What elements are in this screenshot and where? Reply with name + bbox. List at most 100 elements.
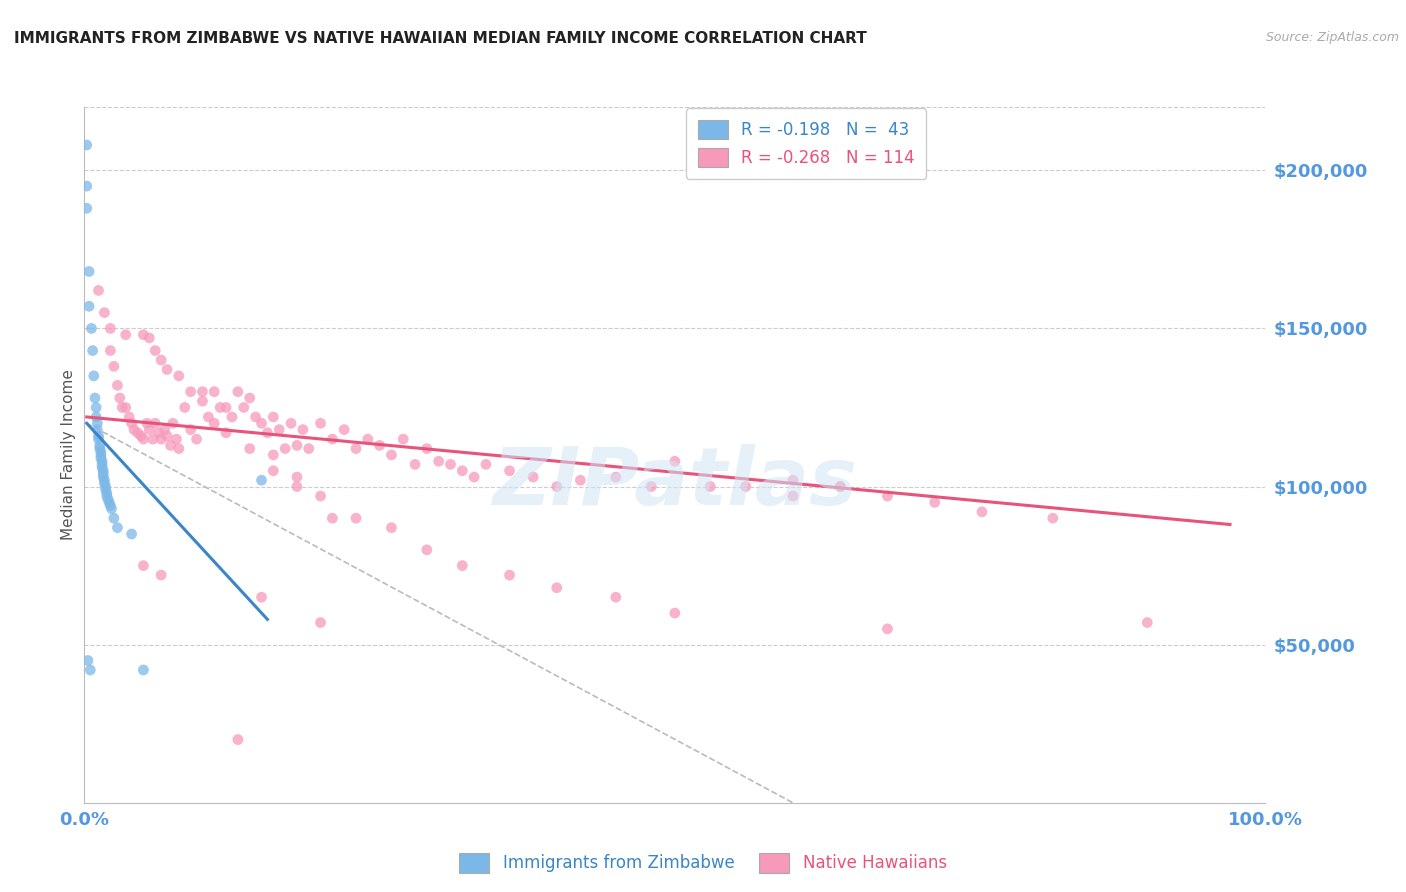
Point xyxy=(93,305,115,319)
Point xyxy=(782,489,804,503)
Point xyxy=(498,464,520,478)
Point xyxy=(285,479,308,493)
Point xyxy=(451,558,474,573)
Point xyxy=(159,438,181,452)
Point xyxy=(256,425,278,440)
Point xyxy=(150,432,173,446)
Point xyxy=(80,321,103,335)
Point xyxy=(250,417,273,431)
Point xyxy=(522,470,544,484)
Point xyxy=(83,368,105,383)
Point xyxy=(215,425,238,440)
Point xyxy=(569,473,592,487)
Point xyxy=(392,432,415,446)
Point xyxy=(285,470,308,484)
Point xyxy=(475,458,498,472)
Point xyxy=(605,591,627,605)
Point xyxy=(186,432,208,446)
Text: Source: ZipAtlas.com: Source: ZipAtlas.com xyxy=(1265,31,1399,45)
Text: ZIPatlas: ZIPatlas xyxy=(492,443,858,522)
Point xyxy=(782,473,804,487)
Point xyxy=(129,429,152,443)
Point xyxy=(605,470,627,484)
Point xyxy=(127,425,149,440)
Point xyxy=(87,284,110,298)
Point xyxy=(245,409,267,424)
Point xyxy=(664,454,686,468)
Point xyxy=(132,432,155,446)
Point xyxy=(84,401,107,415)
Point xyxy=(90,448,112,462)
Point xyxy=(202,417,225,431)
Point xyxy=(699,479,721,493)
Point xyxy=(333,423,356,437)
Point xyxy=(150,568,173,582)
Text: IMMIGRANTS FROM ZIMBABWE VS NATIVE HAWAIIAN MEDIAN FAMILY INCOME CORRELATION CHA: IMMIGRANTS FROM ZIMBABWE VS NATIVE HAWAI… xyxy=(14,31,868,46)
Point xyxy=(1136,615,1159,630)
Point xyxy=(87,432,110,446)
Point xyxy=(107,521,129,535)
Point xyxy=(96,489,118,503)
Point xyxy=(156,362,179,376)
Point xyxy=(226,384,249,399)
Point xyxy=(98,343,121,358)
Point xyxy=(100,501,122,516)
Point xyxy=(82,343,104,358)
Point xyxy=(122,423,145,437)
Point xyxy=(136,417,159,431)
Point xyxy=(91,470,114,484)
Point xyxy=(221,409,243,424)
Point xyxy=(121,417,143,431)
Point xyxy=(93,476,115,491)
Legend: R = -0.198   N =  43, R = -0.268   N = 114: R = -0.198 N = 43, R = -0.268 N = 114 xyxy=(686,109,927,178)
Point xyxy=(91,460,114,475)
Point xyxy=(162,417,184,431)
Point xyxy=(132,327,155,342)
Point xyxy=(876,622,898,636)
Point xyxy=(90,451,112,466)
Point xyxy=(215,401,238,415)
Point xyxy=(167,368,190,383)
Point xyxy=(148,425,170,440)
Point xyxy=(86,423,108,437)
Point xyxy=(89,442,111,456)
Point xyxy=(321,432,343,446)
Point xyxy=(309,615,332,630)
Point xyxy=(94,483,117,497)
Point xyxy=(262,464,284,478)
Point xyxy=(76,201,98,215)
Point xyxy=(91,467,114,481)
Point xyxy=(180,384,202,399)
Point xyxy=(404,458,426,472)
Point xyxy=(96,486,118,500)
Point xyxy=(132,558,155,573)
Point xyxy=(262,409,284,424)
Point xyxy=(138,331,160,345)
Point xyxy=(142,432,165,446)
Point xyxy=(269,423,291,437)
Point xyxy=(98,495,121,509)
Point xyxy=(197,409,219,424)
Point xyxy=(309,417,332,431)
Point xyxy=(546,479,568,493)
Point xyxy=(98,321,121,335)
Point xyxy=(93,473,115,487)
Point xyxy=(166,432,188,446)
Point xyxy=(76,179,98,194)
Point xyxy=(111,401,134,415)
Point xyxy=(90,444,112,458)
Point xyxy=(103,359,125,374)
Point xyxy=(114,327,136,342)
Point xyxy=(1042,511,1064,525)
Point xyxy=(153,423,176,437)
Y-axis label: Median Family Income: Median Family Income xyxy=(60,369,76,541)
Point xyxy=(173,401,195,415)
Point xyxy=(138,423,160,437)
Point xyxy=(239,442,262,456)
Point xyxy=(344,511,367,525)
Point xyxy=(498,568,520,582)
Point xyxy=(191,384,214,399)
Point xyxy=(274,442,297,456)
Point xyxy=(250,591,273,605)
Point xyxy=(924,495,946,509)
